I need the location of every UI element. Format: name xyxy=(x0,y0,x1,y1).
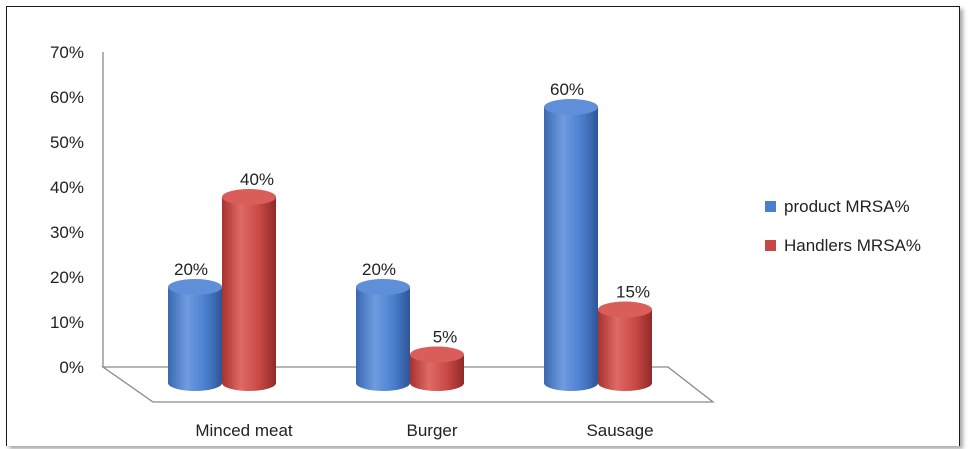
data-label: 20% xyxy=(174,260,208,279)
bar-body xyxy=(410,354,464,391)
y-tick-label: 30% xyxy=(50,223,84,242)
bar-body xyxy=(598,309,652,391)
y-tick-label: 70% xyxy=(50,43,84,62)
y-tick-label: 10% xyxy=(50,313,84,332)
bar xyxy=(356,279,410,391)
legend-label: product MRSA% xyxy=(784,197,910,216)
bar-top xyxy=(598,301,652,318)
data-label: 60% xyxy=(550,80,584,99)
data-label: 20% xyxy=(362,260,396,279)
x-tick-label: Minced meat xyxy=(195,421,293,440)
bar-top xyxy=(410,346,464,363)
legend-label: Handlers MRSA% xyxy=(784,236,921,255)
bar-top xyxy=(222,189,276,205)
bar-top xyxy=(544,99,598,115)
legend-swatch xyxy=(765,240,776,251)
bar-layer xyxy=(168,99,652,391)
bar xyxy=(544,99,598,391)
bar-body xyxy=(168,287,222,391)
y-tick-label: 50% xyxy=(50,133,84,152)
data-label: 5% xyxy=(433,328,458,347)
data-label: 15% xyxy=(616,283,650,302)
bar-top xyxy=(168,279,222,295)
y-tick-label: 40% xyxy=(50,178,84,197)
y-tick-label: 0% xyxy=(59,358,84,377)
bar-body xyxy=(544,107,598,391)
x-tick-label: Burger xyxy=(406,421,457,440)
bar xyxy=(222,189,276,391)
bar-top xyxy=(356,279,410,295)
data-label: 40% xyxy=(240,170,274,189)
label-layer: 20% 40% 20% 5% 60% 15% xyxy=(174,80,650,347)
y-tick-label: 20% xyxy=(50,268,84,287)
x-tick-label: Sausage xyxy=(586,421,653,440)
bar-body xyxy=(356,287,410,391)
legend: product MRSA% Handlers MRSA% xyxy=(765,197,921,255)
y-tick-label: 60% xyxy=(50,88,84,107)
bar xyxy=(168,279,222,391)
bar xyxy=(410,346,464,391)
legend-swatch xyxy=(765,201,776,212)
bar xyxy=(598,301,652,391)
bar-body xyxy=(222,197,276,391)
